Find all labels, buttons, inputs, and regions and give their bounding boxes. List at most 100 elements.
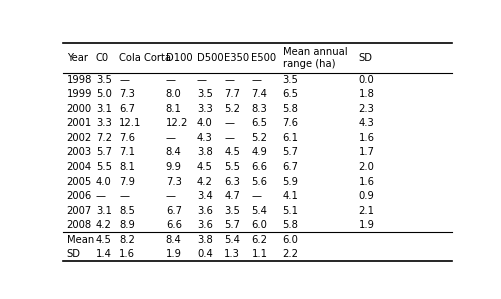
- Text: 1.3: 1.3: [224, 249, 239, 259]
- Text: 3.5: 3.5: [96, 75, 111, 85]
- Text: D100: D100: [165, 53, 192, 63]
- Text: 7.6: 7.6: [119, 133, 135, 143]
- Text: 4.9: 4.9: [251, 147, 267, 158]
- Text: —: —: [224, 133, 234, 143]
- Text: 6.7: 6.7: [282, 162, 298, 172]
- Text: D500: D500: [196, 53, 223, 63]
- Text: 3.1: 3.1: [96, 104, 111, 114]
- Text: 1.6: 1.6: [119, 249, 135, 259]
- Text: 2004: 2004: [67, 162, 92, 172]
- Text: 12.1: 12.1: [119, 118, 141, 129]
- Text: 1.7: 1.7: [358, 147, 374, 158]
- Text: 2.0: 2.0: [358, 162, 374, 172]
- Text: —: —: [224, 118, 234, 129]
- Text: 3.6: 3.6: [196, 220, 212, 230]
- Text: 2.3: 2.3: [358, 104, 374, 114]
- Text: 0.4: 0.4: [196, 249, 212, 259]
- Text: 5.7: 5.7: [96, 147, 112, 158]
- Text: 6.6: 6.6: [251, 162, 267, 172]
- Text: 5.7: 5.7: [282, 147, 298, 158]
- Text: 4.1: 4.1: [282, 191, 298, 201]
- Text: SD: SD: [358, 53, 372, 63]
- Text: 1.1: 1.1: [251, 249, 267, 259]
- Text: 5.2: 5.2: [224, 104, 239, 114]
- Text: 5.8: 5.8: [282, 104, 298, 114]
- Text: 7.3: 7.3: [165, 176, 181, 187]
- Text: 3.3: 3.3: [96, 118, 111, 129]
- Text: 7.6: 7.6: [282, 118, 298, 129]
- Text: 7.4: 7.4: [251, 89, 267, 100]
- Text: 8.3: 8.3: [251, 104, 267, 114]
- Text: 4.0: 4.0: [96, 176, 111, 187]
- Text: 3.3: 3.3: [196, 104, 212, 114]
- Text: 8.1: 8.1: [165, 104, 181, 114]
- Text: 6.7: 6.7: [165, 205, 181, 216]
- Text: 5.5: 5.5: [224, 162, 239, 172]
- Text: 2001: 2001: [67, 118, 92, 129]
- Text: 4.2: 4.2: [196, 176, 212, 187]
- Text: 1.9: 1.9: [165, 249, 181, 259]
- Text: 7.9: 7.9: [119, 176, 135, 187]
- Text: 3.5: 3.5: [224, 205, 239, 216]
- Text: Mean annual
range (ha): Mean annual range (ha): [282, 47, 347, 68]
- Text: Year: Year: [67, 53, 88, 63]
- Text: 2005: 2005: [67, 176, 92, 187]
- Text: 3.1: 3.1: [96, 205, 111, 216]
- Text: —: —: [96, 191, 106, 201]
- Text: 6.1: 6.1: [282, 133, 298, 143]
- Text: 3.5: 3.5: [196, 89, 212, 100]
- Text: 5.6: 5.6: [251, 176, 267, 187]
- Text: —: —: [196, 75, 206, 85]
- Text: Cola Corta: Cola Corta: [119, 53, 171, 63]
- Text: 4.2: 4.2: [96, 220, 111, 230]
- Text: 8.0: 8.0: [165, 89, 181, 100]
- Text: 2000: 2000: [67, 104, 92, 114]
- Text: 12.2: 12.2: [165, 118, 188, 129]
- Text: 5.7: 5.7: [224, 220, 239, 230]
- Text: —: —: [165, 133, 175, 143]
- Text: 3.5: 3.5: [282, 75, 298, 85]
- Text: 2003: 2003: [67, 147, 92, 158]
- Text: E500: E500: [251, 53, 276, 63]
- Text: 5.2: 5.2: [251, 133, 267, 143]
- Text: 7.2: 7.2: [96, 133, 112, 143]
- Text: 1.6: 1.6: [358, 133, 374, 143]
- Text: 1.9: 1.9: [358, 220, 374, 230]
- Text: 0.0: 0.0: [358, 75, 373, 85]
- Text: 7.7: 7.7: [224, 89, 239, 100]
- Text: 6.0: 6.0: [251, 220, 267, 230]
- Text: 2.2: 2.2: [282, 249, 298, 259]
- Text: 5.0: 5.0: [96, 89, 111, 100]
- Text: 6.3: 6.3: [224, 176, 239, 187]
- Text: 5.4: 5.4: [251, 205, 267, 216]
- Text: 6.2: 6.2: [251, 234, 267, 245]
- Text: 4.0: 4.0: [196, 118, 212, 129]
- Text: C0: C0: [96, 53, 109, 63]
- Text: 2008: 2008: [67, 220, 92, 230]
- Text: 6.5: 6.5: [282, 89, 298, 100]
- Text: 1.6: 1.6: [358, 176, 374, 187]
- Text: 5.1: 5.1: [282, 205, 298, 216]
- Text: 8.4: 8.4: [165, 234, 181, 245]
- Text: 1999: 1999: [67, 89, 92, 100]
- Text: 1.4: 1.4: [96, 249, 111, 259]
- Text: 7.1: 7.1: [119, 147, 135, 158]
- Text: SD: SD: [67, 249, 81, 259]
- Text: 4.5: 4.5: [96, 234, 111, 245]
- Text: 9.9: 9.9: [165, 162, 181, 172]
- Text: 6.7: 6.7: [119, 104, 135, 114]
- Text: —: —: [165, 75, 175, 85]
- Text: 4.7: 4.7: [224, 191, 239, 201]
- Text: 8.5: 8.5: [119, 205, 135, 216]
- Text: 3.8: 3.8: [196, 234, 212, 245]
- Text: 1.8: 1.8: [358, 89, 374, 100]
- Text: 1998: 1998: [67, 75, 92, 85]
- Text: —: —: [251, 75, 261, 85]
- Text: 4.5: 4.5: [196, 162, 212, 172]
- Text: —: —: [119, 75, 129, 85]
- Text: —: —: [119, 191, 129, 201]
- Text: 8.1: 8.1: [119, 162, 135, 172]
- Text: 5.5: 5.5: [96, 162, 112, 172]
- Text: —: —: [165, 191, 175, 201]
- Text: E350: E350: [224, 53, 249, 63]
